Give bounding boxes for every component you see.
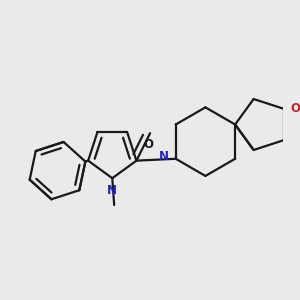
Text: O: O: [291, 102, 300, 115]
Text: N: N: [158, 150, 169, 164]
Text: N: N: [107, 184, 117, 197]
Text: O: O: [143, 138, 153, 151]
